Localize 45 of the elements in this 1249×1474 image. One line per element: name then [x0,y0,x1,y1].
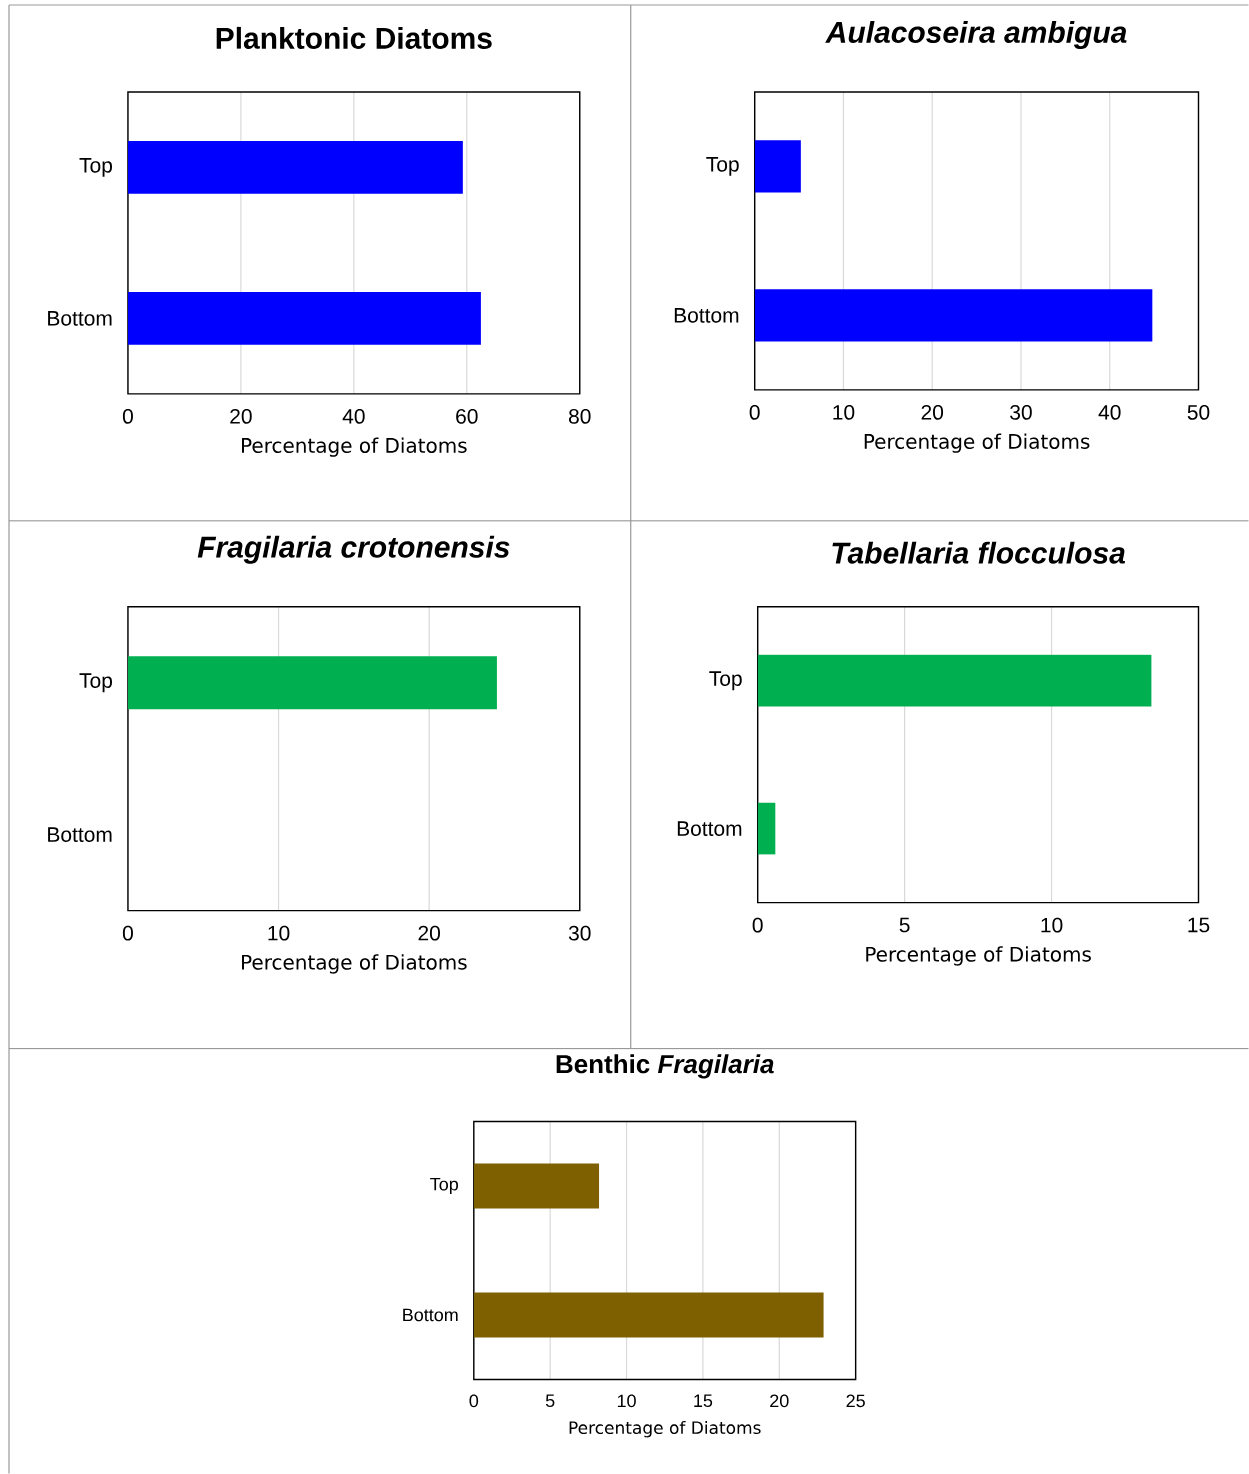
x-tick-label: 15 [694,1394,713,1408]
x-tick-label: 25 [846,1394,865,1408]
x-tick-label: 20 [921,404,944,420]
x-tick-label: 20 [770,1394,789,1408]
y-tick-label: Top [709,671,742,691]
chart-title: Planktonic Diatoms [216,26,492,49]
chart-title: Aulacoseira ambigua [825,20,1127,49]
x-tick-label: 10 [268,925,290,941]
x-tick-label: 30 [1010,404,1032,420]
y-tick-label: Top [79,673,112,693]
x-axis-title: Percentage of Diatoms [569,1420,761,1438]
y-tick-label: Bottom [677,821,742,836]
x-tick-label: 0 [749,404,760,420]
x-tick-label: 40 [342,408,365,424]
x-tick-label: 50 [1187,404,1210,420]
x-tick-label: 0 [122,408,133,424]
x-tick-label: 5 [545,1394,555,1408]
x-tick-label: 0 [752,917,763,933]
x-axis-title: Percentage of Diatoms [866,946,1091,966]
x-tick-label: 20 [418,925,440,941]
x-axis-title: Percentage of Diatoms [241,437,467,457]
x-tick-label: 80 [568,408,591,424]
y-tick-label: Bottom [48,827,112,842]
y-tick-label: Top [706,157,739,176]
chart-title: Benthic Fragilaria [556,1054,774,1079]
x-tick-label: 60 [456,408,478,424]
x-tick-label: 0 [122,925,133,941]
y-tick-label: Bottom [48,311,112,326]
x-axis-title: Percentage of Diatoms [864,433,1090,453]
y-tick-label: Bottom [403,1308,458,1322]
x-tick-label: 0 [469,1394,479,1408]
x-tick-label: 40 [1098,404,1121,420]
y-tick-label: Top [430,1177,458,1195]
x-axis-title: Percentage of Diatoms [241,954,467,974]
y-tick-label: Top [79,158,112,177]
chart-title: Fragilaria crotonensis [197,535,510,564]
x-tick-label: 20 [230,408,252,424]
x-tick-label: 30 [568,925,591,941]
x-tick-label: 10 [1041,917,1063,933]
x-tick-label: 10 [833,404,855,420]
x-tick-label: 10 [617,1394,636,1408]
chart-title: Tabellaria flocculosa [832,541,1125,564]
x-tick-label: 15 [1188,917,1210,933]
y-tick-label: Bottom [674,308,739,323]
x-tick-label: 5 [899,917,910,933]
